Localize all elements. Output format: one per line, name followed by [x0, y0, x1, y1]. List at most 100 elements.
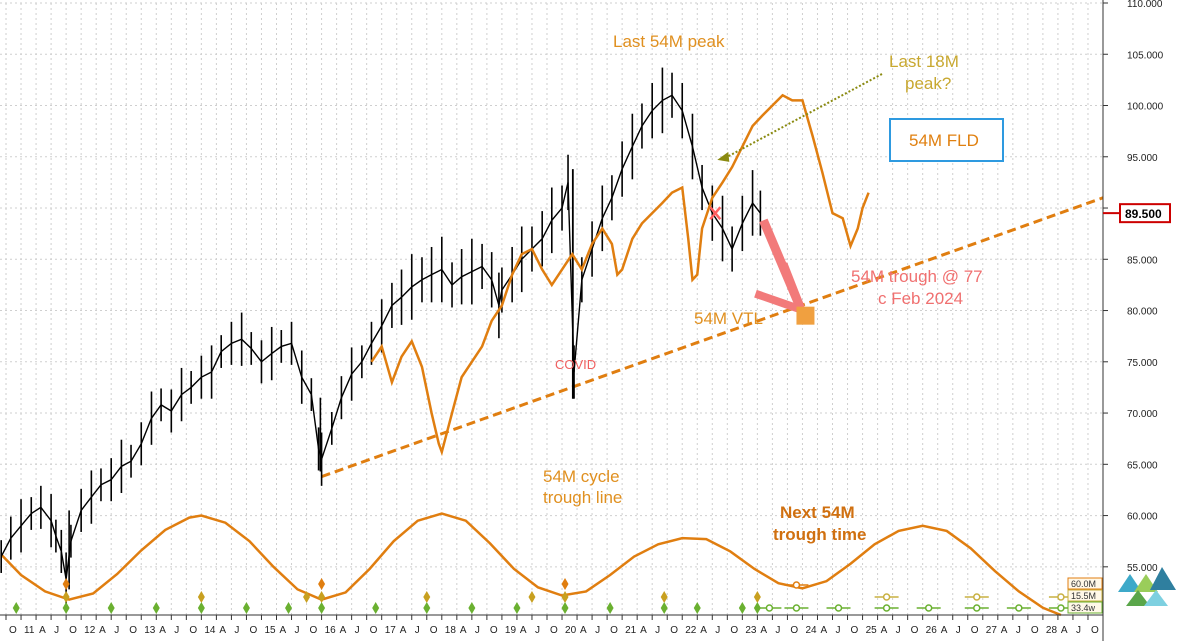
vtl-layer [321, 196, 1104, 479]
x-tick-label: A [460, 625, 467, 636]
x-tick-label: O [69, 625, 77, 636]
y-tick-label: 65.000 [1127, 460, 1158, 471]
x-tick-label: O [670, 625, 678, 636]
x-tick-label: O [249, 625, 257, 636]
x-tick-label: A [400, 625, 407, 636]
x-tick-label: J [415, 625, 420, 636]
legend-label: 15.5M [1071, 591, 1096, 601]
target-arrow-head [754, 289, 803, 314]
projection-marker [792, 604, 801, 612]
marker-layer [709, 73, 883, 325]
y-tick-label: 80.000 [1127, 307, 1158, 318]
fld-label: 54M FLD [909, 131, 979, 150]
cycle-marker-green [561, 602, 569, 614]
x-tick-label: J [896, 625, 901, 636]
cycle-marker-green [107, 602, 115, 614]
cycle-marker-green [285, 602, 293, 614]
x-tick-label: O [790, 625, 798, 636]
last-18m-label-2: peak? [905, 74, 951, 93]
x-tick-label: 15 [264, 625, 276, 636]
x-tick-label: 20 [565, 625, 577, 636]
x-tick-label: J [355, 625, 360, 636]
x-tick-label: A [39, 625, 46, 636]
cycle-marker-orange [62, 578, 70, 590]
x-tick-label: J [535, 625, 540, 636]
x-tick-label: O [9, 625, 17, 636]
legend-box [1067, 577, 1103, 590]
cycle-marker-green [152, 602, 160, 614]
legend-box [1067, 589, 1103, 602]
x-tick-label: A [941, 625, 948, 636]
x-tick-label: 13 [144, 625, 156, 636]
y-tick-label: 100.000 [1127, 102, 1164, 113]
x-tick-label: A [700, 625, 707, 636]
x-tick-label: J [836, 625, 841, 636]
x-tick-label: 18 [445, 625, 457, 636]
cycle-marker-green [738, 602, 746, 614]
vtl-label: 54M VTL [694, 309, 763, 328]
x-tick-label: O [911, 625, 919, 636]
price-layer [0, 67, 762, 606]
x-tick-label: 14 [204, 625, 216, 636]
cycle-marker-green [62, 602, 70, 614]
x-tick-label: O [610, 625, 618, 636]
peak-arrow-head [717, 151, 730, 162]
x-tick-label: A [99, 625, 106, 636]
trough-label-2: c Feb 2024 [878, 289, 963, 308]
cycle-marker-gold [62, 591, 70, 603]
x-tick-label: O [370, 625, 378, 636]
cycle-marker-green [693, 602, 701, 614]
cycle-marker-green [468, 602, 476, 614]
x-tick-label: A [580, 625, 587, 636]
cycle-marker-green [513, 602, 521, 614]
fld-label-box [889, 118, 1004, 162]
x-tick-label: A [280, 625, 287, 636]
cycle-marker-green [660, 602, 668, 614]
y-tick-label: 60.000 [1127, 512, 1158, 523]
x-tick-label: 17 [385, 625, 397, 636]
x-tick-label: O [550, 625, 558, 636]
projection-marker [792, 581, 801, 589]
x-tick-label: A [1001, 625, 1008, 636]
x-tick-label: O [971, 625, 979, 636]
legend-layer: 60.0M 15.5M 33.4w [12, 577, 1103, 614]
y-tick-label: 105.000 [1127, 50, 1164, 61]
x-tick-label: O [1091, 625, 1099, 636]
price-tag-label: 89.500 [1125, 207, 1162, 221]
x-tick-label: 12 [84, 625, 96, 636]
next-trough-label-1: Next 54M [780, 503, 855, 522]
cycle-marker-gold [660, 591, 668, 603]
x-tick-label: 25 [866, 625, 878, 636]
x-tick-label: J [956, 625, 961, 636]
x-tick-label: O [1031, 625, 1039, 636]
x-tick-label: J [595, 625, 600, 636]
cycle-marker-green [753, 602, 761, 614]
cycle-marker-green [242, 602, 250, 614]
projection-marker [765, 604, 774, 612]
x-tick-label: J [1076, 625, 1081, 636]
x-tick-label: J [54, 625, 59, 636]
fld-line [370, 93, 870, 457]
cycle-marker-orange [561, 578, 569, 590]
peak-arrow [724, 73, 883, 159]
trough-label-1: 54M trough @ 77 [851, 267, 983, 286]
cycle-marker-green [372, 602, 380, 614]
x-tick-label: A [219, 625, 226, 636]
x-tick-label: A [640, 625, 647, 636]
x-tick-label: J [715, 625, 720, 636]
x-tick-label: J [775, 625, 780, 636]
projection-marker [973, 593, 981, 601]
cycle-marker-gold [197, 591, 205, 603]
cycle-trough-label-1: 54M cycle [543, 467, 620, 486]
legend-label: 33.4w [1071, 603, 1096, 613]
cycle-marker-green [12, 602, 20, 614]
brand-logo [1118, 567, 1176, 606]
x-tick-label: J [655, 625, 660, 636]
x-tick-label: A [1061, 625, 1068, 636]
projection-marker [973, 604, 981, 612]
target-box [796, 306, 815, 325]
covid-label: COVID [555, 357, 596, 372]
cycle-trough-label-2: trough line [543, 488, 622, 507]
